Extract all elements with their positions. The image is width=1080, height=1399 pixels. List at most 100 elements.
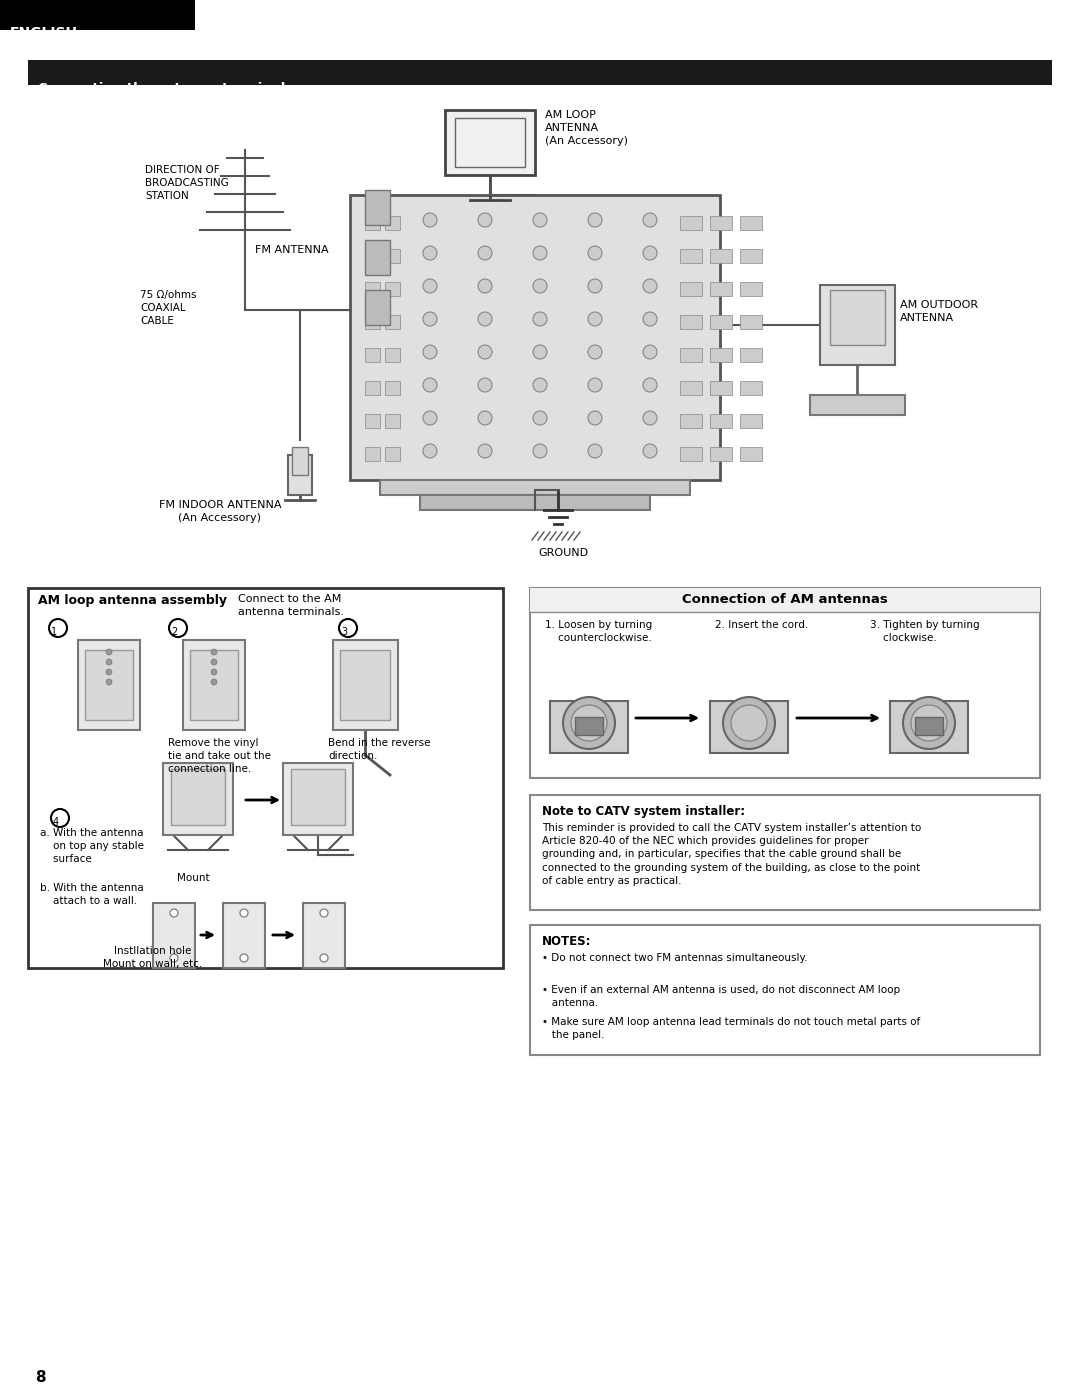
Text: 2: 2 [171, 627, 177, 637]
Bar [28, 588, 503, 968]
Bar [384, 348, 400, 362]
Circle shape [478, 278, 492, 292]
Text: Bend in the reverse
direction.: Bend in the reverse direction. [328, 739, 431, 761]
Text: a. With the antenna
    on top any stable
    surface: a. With the antenna on top any stable su… [40, 828, 144, 865]
Text: 8: 8 [35, 1370, 45, 1385]
Bar [740, 348, 762, 362]
Text: 3. Tighten by turning
    clockwise.: 3. Tighten by turning clockwise. [870, 620, 980, 644]
Circle shape [731, 705, 767, 741]
Bar [710, 348, 732, 362]
Circle shape [240, 954, 248, 963]
Bar [710, 381, 732, 395]
Text: FM INDOOR ANTENNA
(An Accessory): FM INDOOR ANTENNA (An Accessory) [159, 499, 281, 523]
Circle shape [168, 618, 187, 637]
Circle shape [478, 246, 492, 260]
Bar [680, 414, 702, 428]
Bar [384, 381, 400, 395]
Text: • Do not connect two FM antennas simultaneously.: • Do not connect two FM antennas simulta… [542, 953, 808, 963]
Text: 75 Ω/ohms
COAXIAL
CABLE: 75 Ω/ohms COAXIAL CABLE [140, 290, 197, 326]
Circle shape [211, 659, 217, 665]
Text: This reminder is provided to call the CATV system installer’s attention to
Artic: This reminder is provided to call the CA… [542, 823, 921, 886]
Circle shape [643, 411, 657, 425]
Bar [340, 651, 390, 720]
Circle shape [534, 443, 546, 457]
Circle shape [912, 705, 947, 741]
Circle shape [588, 443, 602, 457]
Bar [680, 249, 702, 263]
Circle shape [643, 278, 657, 292]
Bar [365, 190, 390, 225]
Circle shape [49, 618, 67, 637]
Circle shape [534, 346, 546, 360]
Bar [292, 448, 308, 476]
Bar [710, 215, 732, 229]
Bar [350, 194, 720, 480]
Bar [710, 448, 732, 462]
Circle shape [723, 697, 775, 748]
Bar [740, 448, 762, 462]
Circle shape [423, 246, 437, 260]
Circle shape [588, 346, 602, 360]
Bar [740, 249, 762, 263]
Bar [915, 718, 943, 734]
Bar [163, 762, 233, 835]
Text: Connection of AM antennas: Connection of AM antennas [683, 593, 888, 606]
Circle shape [534, 378, 546, 392]
Bar [222, 902, 265, 968]
Text: AM OUTDOOR
ANTENNA: AM OUTDOOR ANTENNA [900, 299, 978, 323]
Text: NOTES:: NOTES: [542, 935, 592, 949]
Circle shape [588, 312, 602, 326]
Text: AM LOOP
ANTENNA
(An Accessory): AM LOOP ANTENNA (An Accessory) [545, 111, 627, 147]
Bar [680, 448, 702, 462]
Bar [810, 395, 905, 416]
Circle shape [903, 697, 955, 748]
Bar [831, 290, 885, 346]
Circle shape [211, 649, 217, 655]
Circle shape [423, 346, 437, 360]
Text: DIRECTION OF
BROADCASTING
STATION: DIRECTION OF BROADCASTING STATION [145, 165, 229, 201]
Bar [530, 588, 1040, 611]
Bar [740, 315, 762, 329]
Text: b. With the antenna
    attach to a wall.: b. With the antenna attach to a wall. [40, 883, 144, 907]
Text: GROUND: GROUND [538, 548, 589, 558]
Bar [365, 348, 380, 362]
Text: Note to CATV system installer:: Note to CATV system installer: [542, 804, 745, 818]
Bar [384, 215, 400, 229]
Circle shape [423, 411, 437, 425]
Circle shape [534, 246, 546, 260]
Bar [28, 60, 1052, 85]
Text: 1. Loosen by turning
    counterclockwise.: 1. Loosen by turning counterclockwise. [545, 620, 652, 644]
Circle shape [588, 213, 602, 227]
Circle shape [534, 213, 546, 227]
Bar [530, 588, 1040, 778]
Bar [384, 283, 400, 297]
Bar [85, 651, 133, 720]
Bar [365, 283, 380, 297]
Circle shape [588, 246, 602, 260]
Circle shape [534, 278, 546, 292]
Bar [365, 290, 390, 325]
Circle shape [320, 909, 328, 916]
Circle shape [643, 378, 657, 392]
Circle shape [170, 909, 178, 916]
Circle shape [588, 411, 602, 425]
Circle shape [423, 312, 437, 326]
Bar [445, 111, 535, 175]
Circle shape [534, 411, 546, 425]
Bar [171, 769, 225, 825]
Circle shape [643, 246, 657, 260]
Bar [530, 925, 1040, 1055]
Bar [710, 283, 732, 297]
Bar [680, 215, 702, 229]
Circle shape [643, 312, 657, 326]
Circle shape [478, 411, 492, 425]
Bar [455, 118, 525, 166]
Bar [78, 639, 140, 730]
Bar [365, 249, 380, 263]
Circle shape [51, 809, 69, 827]
Bar [0, 0, 195, 29]
Bar [530, 795, 1040, 909]
Bar [190, 651, 238, 720]
Circle shape [106, 649, 112, 655]
Bar [710, 414, 732, 428]
